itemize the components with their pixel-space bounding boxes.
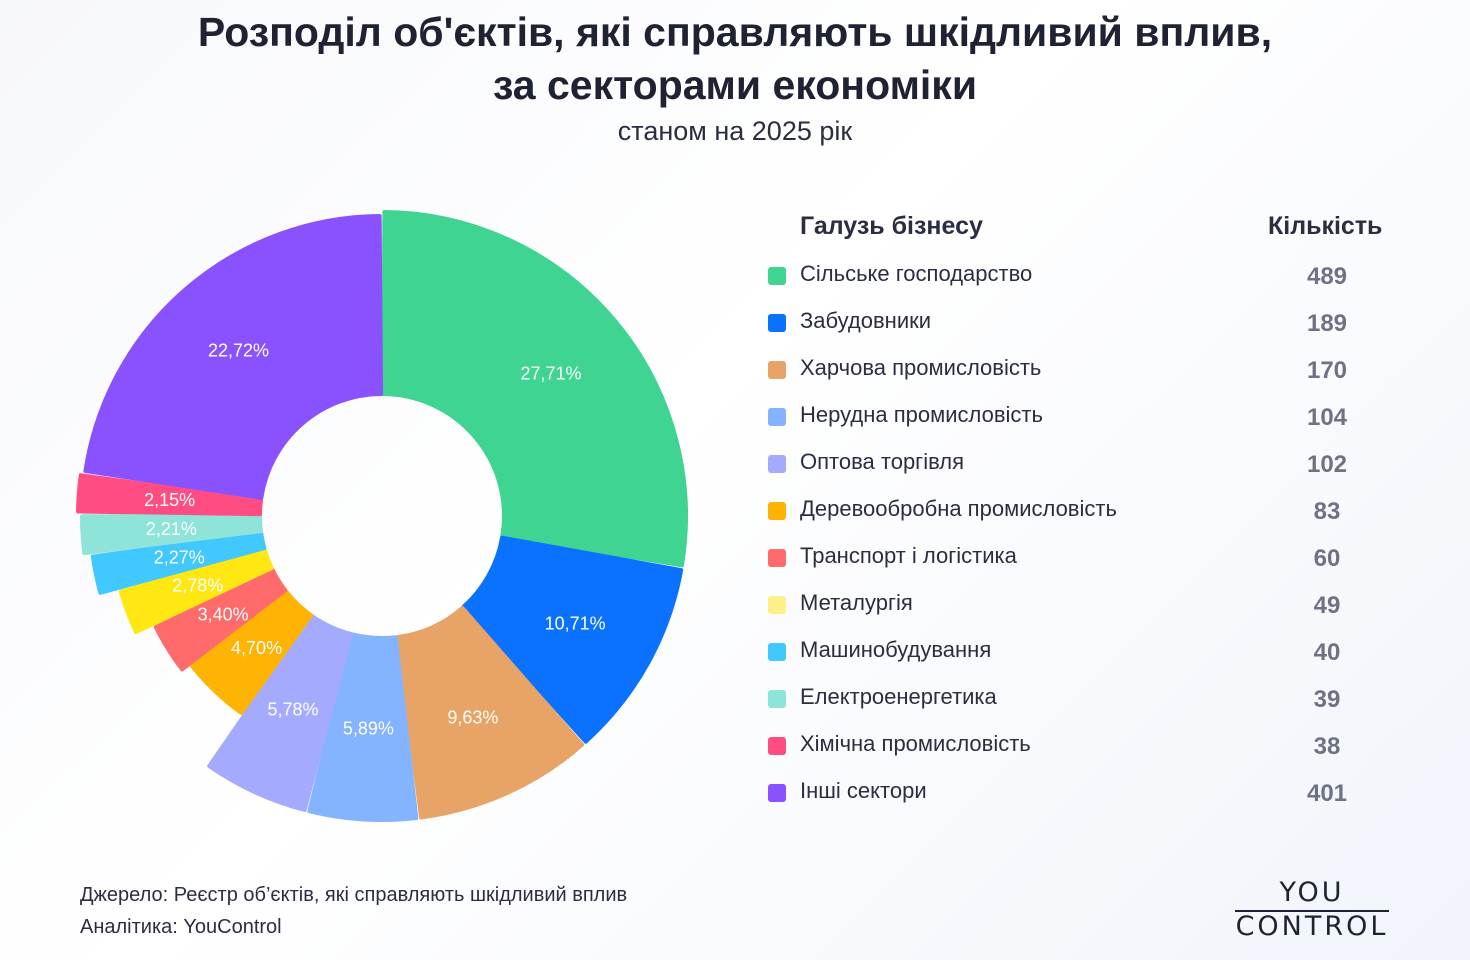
slice-label-2: 10,71% [545, 613, 606, 633]
legend-label: Електроенергетика [800, 684, 997, 709]
legend-item: Харчова промисловість 170 [768, 351, 1368, 391]
legend-label: Оптова торгівля [800, 449, 965, 474]
logo-word-control: CONTROL [1235, 911, 1389, 942]
legend-count: 49 [1313, 592, 1341, 619]
legend-swatch [768, 737, 786, 755]
legend-label: Деревообробна промисловість [800, 496, 1117, 521]
legend-swatch [768, 549, 786, 567]
slice-label-4: 5,89% [343, 719, 394, 739]
legend-swatch [768, 455, 786, 473]
legend-count: 401 [1306, 780, 1348, 807]
slice-label-5: 5,78% [267, 700, 318, 720]
legend-count: 39 [1313, 686, 1341, 713]
legend-swatch [768, 408, 786, 426]
legend-item: Оптова торгівля 102 [768, 445, 1368, 485]
donut-slice-2 [461, 535, 684, 744]
legend-header-sector: Галузь бізнесу [800, 212, 983, 240]
legend-swatch [768, 502, 786, 520]
legend-count: 40 [1313, 639, 1341, 666]
slice-label-9: 2,27% [154, 548, 205, 568]
legend-item: Транспорт і логістика 60 [768, 539, 1368, 579]
legend-swatch [768, 267, 786, 285]
legend-item: Машинобудування 40 [768, 633, 1368, 673]
legend-label: Транспорт і логістика [800, 543, 1017, 568]
chart-title-line-1: Розподіл об'єктів, які справляють шкідли… [197, 9, 1273, 55]
legend-count: 83 [1313, 498, 1341, 525]
donut-slice-1 [380, 210, 688, 568]
slice-label-7: 3,40% [198, 605, 249, 625]
legend-label: Сільське господарство [800, 261, 1033, 286]
logo-divider [1235, 910, 1389, 912]
donut-slice-5 [207, 614, 353, 813]
legend-item: Деревообробна промисловість 83 [768, 492, 1368, 532]
slice-label-11: 2,15% [144, 490, 195, 510]
slice-label-6: 4,70% [231, 638, 282, 658]
legend-item: Забудовники 189 [768, 304, 1368, 344]
legend-count: 489 [1306, 263, 1348, 290]
chart-subtitle: станом на 2025 рік [617, 116, 853, 146]
legend-label: Нерудна промисловість [800, 402, 1043, 427]
legend-item: Хімічна промисловість 38 [768, 727, 1368, 767]
legend-swatch [768, 314, 786, 332]
donut-chart: 27,71% 10,71% 9,63% 5,89% 5,78% 4,70% 3,40% 2,7… [76, 210, 688, 822]
legend-label: Хімічна промисловість [800, 731, 1031, 756]
slice-label-12: 22,72% [208, 341, 269, 361]
legend-swatch [768, 596, 786, 614]
legend-label: Металургія [800, 590, 913, 615]
slice-label-3: 9,63% [447, 707, 498, 727]
analytics-note: Аналітика: YouControl [80, 916, 282, 938]
legend-count: 189 [1306, 310, 1348, 337]
legend-swatch [768, 784, 786, 802]
legend-label: Забудовники [800, 308, 932, 333]
legend-item: Електроенергетика 39 [768, 680, 1368, 720]
legend-count: 104 [1306, 404, 1348, 431]
legend-item: Інші сектори 401 [768, 774, 1368, 814]
source-note: Джерело: Реєстр об’єктів, які справляють… [80, 884, 628, 906]
slice-label-8: 2,78% [172, 576, 223, 596]
chart-title-line-2: за секторами економіки [492, 62, 978, 108]
donut-slice-12 [83, 214, 384, 500]
legend-swatch [768, 643, 786, 661]
legend-label: Інші сектори [800, 778, 927, 803]
legend-count: 38 [1313, 733, 1341, 760]
chart-title: Розподіл об'єктів, які справляють шкідли… [0, 6, 1470, 112]
youcontrol-logo: YOU CONTROL [1232, 878, 1392, 942]
legend-item: Металургія 49 [768, 586, 1368, 626]
legend-count: 170 [1306, 357, 1348, 384]
logo-word-you: YOU [1279, 877, 1345, 908]
legend-label: Харчова промисловість [800, 355, 1042, 380]
legend-header-count: Кількість [1268, 212, 1383, 240]
legend-item: Сільське господарство 489 [768, 257, 1368, 297]
donut-slice-3 [395, 605, 585, 820]
legend-count: 60 [1313, 545, 1341, 572]
legend-item: Нерудна промисловість 104 [768, 398, 1368, 438]
legend-label: Машинобудування [800, 637, 992, 662]
legend-swatch [768, 690, 786, 708]
slice-label-1: 27,71% [521, 364, 582, 384]
donut-slice-6 [190, 589, 314, 715]
legend-swatch [768, 361, 786, 379]
donut-slice-4 [307, 632, 419, 822]
legend-count: 102 [1306, 451, 1348, 478]
slice-label-10: 2,21% [146, 519, 197, 539]
